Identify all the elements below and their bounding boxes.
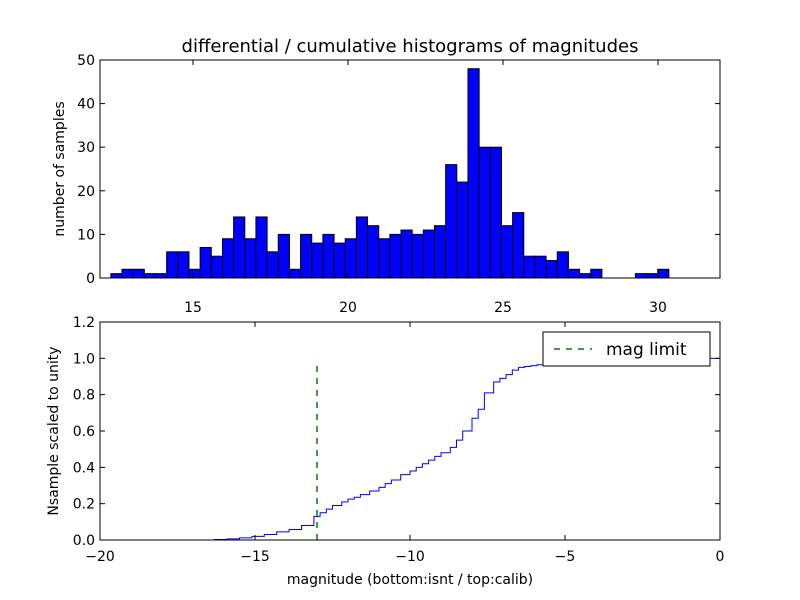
histogram-bar xyxy=(411,233,424,279)
y-tick-label: 30 xyxy=(77,140,95,156)
cumulative-xlabel: magnitude (bottom:isnt / top:calib) xyxy=(287,572,533,588)
y-tick-label: 0 xyxy=(86,271,95,287)
x-tick-label: −20 xyxy=(85,549,115,565)
histogram-bar xyxy=(433,225,447,279)
histogram-bar xyxy=(657,268,670,279)
histogram-bar xyxy=(166,251,179,279)
histogram-bar xyxy=(188,268,201,279)
x-tick-label: −10 xyxy=(395,549,425,565)
histogram-bar xyxy=(389,233,402,279)
histogram-bar xyxy=(177,251,190,279)
histogram-bar xyxy=(322,233,335,279)
histogram-bar xyxy=(523,255,536,279)
histogram-bar xyxy=(467,68,480,279)
histogram-bar xyxy=(266,251,279,279)
histogram-bar xyxy=(110,273,123,279)
histogram-bar xyxy=(567,268,581,279)
histogram-bar xyxy=(500,225,514,279)
x-tick-label: 0 xyxy=(716,549,725,565)
histogram-bar xyxy=(355,216,369,279)
cumulative-ylabel: Nsample scaled to unity xyxy=(46,346,62,515)
histogram-bar xyxy=(512,212,525,279)
y-tick-label: 0.4 xyxy=(73,460,95,476)
legend: mag limit xyxy=(542,331,711,367)
y-tick-label: 0.6 xyxy=(73,424,95,440)
histogram-bar xyxy=(478,146,491,279)
histogram-bars xyxy=(110,68,670,279)
histogram-bar xyxy=(378,238,391,279)
cumulative-ticks: −20 −15 −10 −5 0 0.0 0.2 0.4 0.6 0.8 1.0 1.2 xyxy=(73,315,725,565)
histogram-bar xyxy=(445,164,458,279)
y-tick-label: 40 xyxy=(77,97,95,113)
histogram-bar xyxy=(556,251,569,279)
cumulative-step-line xyxy=(100,357,721,541)
histogram-bar xyxy=(311,242,324,279)
histogram-bar xyxy=(344,238,357,279)
histogram-bar xyxy=(233,216,246,279)
histogram-bar xyxy=(634,273,648,279)
x-tick-label: 20 xyxy=(339,300,357,316)
y-tick-label: 1.2 xyxy=(73,315,95,331)
cumulative-panel: −20 −15 −10 −5 0 0.0 0.2 0.4 0.6 0.8 1.0 1.2 Nsampl… xyxy=(46,315,724,588)
histogram-bar xyxy=(646,273,659,279)
histogram-bar xyxy=(221,238,235,279)
histogram-ticks: 15 20 25 30 0 10 20 30 40 50 xyxy=(77,53,720,316)
x-tick-label: 15 xyxy=(184,300,202,316)
x-tick-label: 30 xyxy=(649,300,667,316)
histogram-bar xyxy=(154,273,168,279)
histogram-axes-frame xyxy=(99,59,721,279)
legend-label: mag limit xyxy=(606,340,687,360)
x-tick-label: −5 xyxy=(555,549,576,565)
chart-title: differential / cumulative histograms of … xyxy=(182,36,639,57)
histogram-bar xyxy=(277,233,290,279)
y-tick-label: 0.0 xyxy=(73,533,95,549)
histogram-ylabel: number of samples xyxy=(52,101,68,236)
histogram-bar xyxy=(534,255,547,279)
y-tick-label: 0.2 xyxy=(73,497,95,513)
histogram-bar xyxy=(143,273,156,279)
histogram-bar xyxy=(456,181,469,279)
y-tick-label: 10 xyxy=(77,227,95,243)
histogram-bar xyxy=(132,268,145,279)
x-tick-label: −15 xyxy=(240,549,270,565)
histogram-bar xyxy=(121,268,134,279)
histogram-bar xyxy=(367,225,380,279)
histogram-bar xyxy=(489,146,502,279)
histogram-bar xyxy=(422,229,435,279)
histogram-bar xyxy=(199,246,212,279)
y-tick-label: 50 xyxy=(77,53,95,69)
y-tick-label: 0.8 xyxy=(73,388,95,404)
histogram-bar xyxy=(400,229,413,279)
histogram-bar xyxy=(579,273,592,279)
x-tick-label: 25 xyxy=(494,300,512,316)
histogram-panel: 15 20 25 30 0 10 20 30 40 50 number of samples xyxy=(52,53,721,316)
histogram-bar xyxy=(244,238,257,279)
histogram-bar xyxy=(590,268,603,279)
histogram-bar xyxy=(333,242,346,279)
y-tick-label: 1.0 xyxy=(73,351,95,367)
histogram-bar xyxy=(288,268,302,279)
histogram-bar xyxy=(255,216,268,279)
histogram-bar xyxy=(545,260,558,279)
y-tick-label: 20 xyxy=(77,184,95,200)
histogram-bar xyxy=(300,233,313,279)
histogram-bar xyxy=(210,255,223,279)
